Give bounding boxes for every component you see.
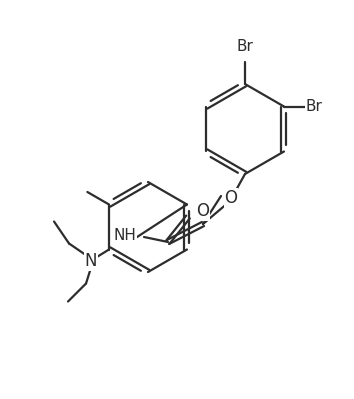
Text: Br: Br (306, 99, 323, 114)
Text: O: O (196, 202, 209, 220)
Text: Br: Br (236, 39, 253, 54)
Text: N: N (85, 253, 97, 271)
Text: O: O (224, 189, 238, 207)
Text: NH: NH (113, 227, 136, 243)
